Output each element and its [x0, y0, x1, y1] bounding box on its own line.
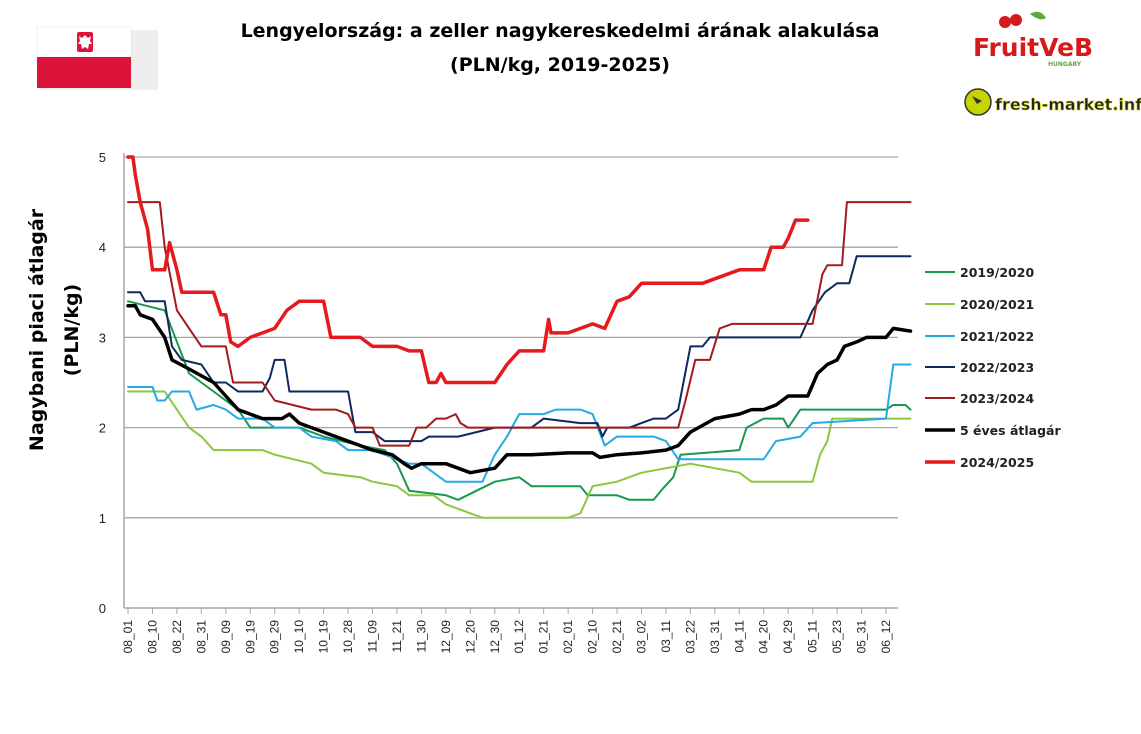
- chart-subtitle: (PLN/kg, 2019-2025): [450, 54, 670, 76]
- series-line: [126, 155, 810, 385]
- y-tick-label: 2: [99, 421, 106, 436]
- x-tick-label: 03_31: [708, 620, 722, 654]
- x-tick-label: 02_21: [610, 620, 624, 654]
- chart-title: Lengyelország: a zeller nagykereskedelmi…: [241, 20, 880, 42]
- series-line: [126, 304, 913, 475]
- x-tick-label: 06_12: [879, 620, 893, 654]
- legend: 2019/2020 2020/2021 2021/2022 2022/2023 2023…: [925, 265, 1061, 470]
- x-tick-label: 02_01: [561, 620, 575, 654]
- x-tick-label: 05_11: [806, 620, 820, 653]
- series-line: [127, 363, 912, 483]
- x-tick-label: 01_12: [512, 620, 526, 654]
- x-tick-label: 04_11: [732, 620, 746, 653]
- fruitveb-logo: FruitVeB HUNGARY: [973, 11, 1093, 68]
- grid: [123, 153, 898, 609]
- x-tick-label: 12_20: [463, 620, 477, 654]
- series-line: [127, 300, 912, 501]
- x-tick-label: 11_21: [390, 620, 404, 653]
- x-tick-label: 03_22: [683, 620, 697, 654]
- x-tick-label: 10_10: [292, 620, 306, 654]
- x-tick-label: 10_28: [341, 620, 355, 654]
- x-tick-label: 10_19: [317, 620, 331, 654]
- x-tick-label: 04_20: [757, 620, 771, 654]
- x-tick-label: 09_19: [243, 620, 257, 654]
- legend-label: 2023/2024: [960, 391, 1034, 406]
- white-eagle-icon: [77, 32, 93, 52]
- legend-label: 2021/2022: [960, 329, 1034, 344]
- x-tick-label: 09_09: [219, 620, 233, 654]
- x-tick-label: 11_30: [414, 620, 428, 653]
- x-tick-label: 08_22: [170, 620, 184, 654]
- leaf-icon: [1030, 11, 1046, 20]
- series-line: [127, 255, 912, 443]
- x-tick-label: 03_11: [659, 620, 673, 653]
- legend-label: 2020/2021: [960, 297, 1034, 312]
- x-tick-label: 08_10: [145, 620, 159, 654]
- legend-label: 2022/2023: [960, 360, 1034, 375]
- poland-flag: [36, 26, 158, 90]
- y-tick-label: 3: [99, 330, 106, 345]
- freshmarket-logo: fresh-market.info: [964, 88, 1141, 116]
- x-tick-label: 05_31: [855, 620, 869, 654]
- y-axis-label-line1: Nagybani piaci átlagár: [26, 208, 48, 451]
- y-axis-label-line2: (PLN/kg): [61, 284, 83, 376]
- series-line: [127, 390, 912, 519]
- legend-label: 2024/2025: [960, 455, 1034, 470]
- x-tick-label: 05_23: [830, 620, 844, 654]
- x-tick-label: 12_09: [439, 620, 453, 654]
- legend-label: 2019/2020: [960, 265, 1034, 280]
- x-tick-label: 08_01: [121, 620, 135, 654]
- cherry-icon: [999, 16, 1011, 28]
- fruitveb-country: HUNGARY: [1048, 61, 1082, 68]
- freshmarket-text: fresh-market.info: [995, 95, 1141, 114]
- x-tick-label: 12_30: [488, 620, 502, 654]
- series-line: [127, 201, 912, 447]
- y-tick-label: 5: [99, 150, 106, 165]
- x-tick-label: 02_10: [586, 620, 600, 654]
- x-tick-label: 09_29: [268, 620, 282, 654]
- y-tick-label: 0: [99, 601, 106, 616]
- x-tick-label: 01_21: [537, 620, 551, 654]
- y-ticks: 0 1 2 3 4 5: [99, 150, 106, 616]
- x-ticks: 08_01 08_10 08_22 08_31 09_09 09_19 09_29 10_10…: [121, 608, 893, 653]
- y-tick-label: 1: [99, 511, 106, 526]
- fruitveb-text: FruitVeB: [973, 33, 1093, 62]
- x-tick-label: 11_09: [366, 620, 380, 653]
- legend-label: 5 éves átlagár: [960, 423, 1061, 438]
- y-tick-label: 4: [99, 240, 106, 255]
- series: [126, 155, 913, 519]
- x-tick-label: 04_29: [781, 620, 795, 654]
- x-tick-label: 03_02: [634, 620, 648, 654]
- x-tick-label: 08_31: [194, 620, 208, 654]
